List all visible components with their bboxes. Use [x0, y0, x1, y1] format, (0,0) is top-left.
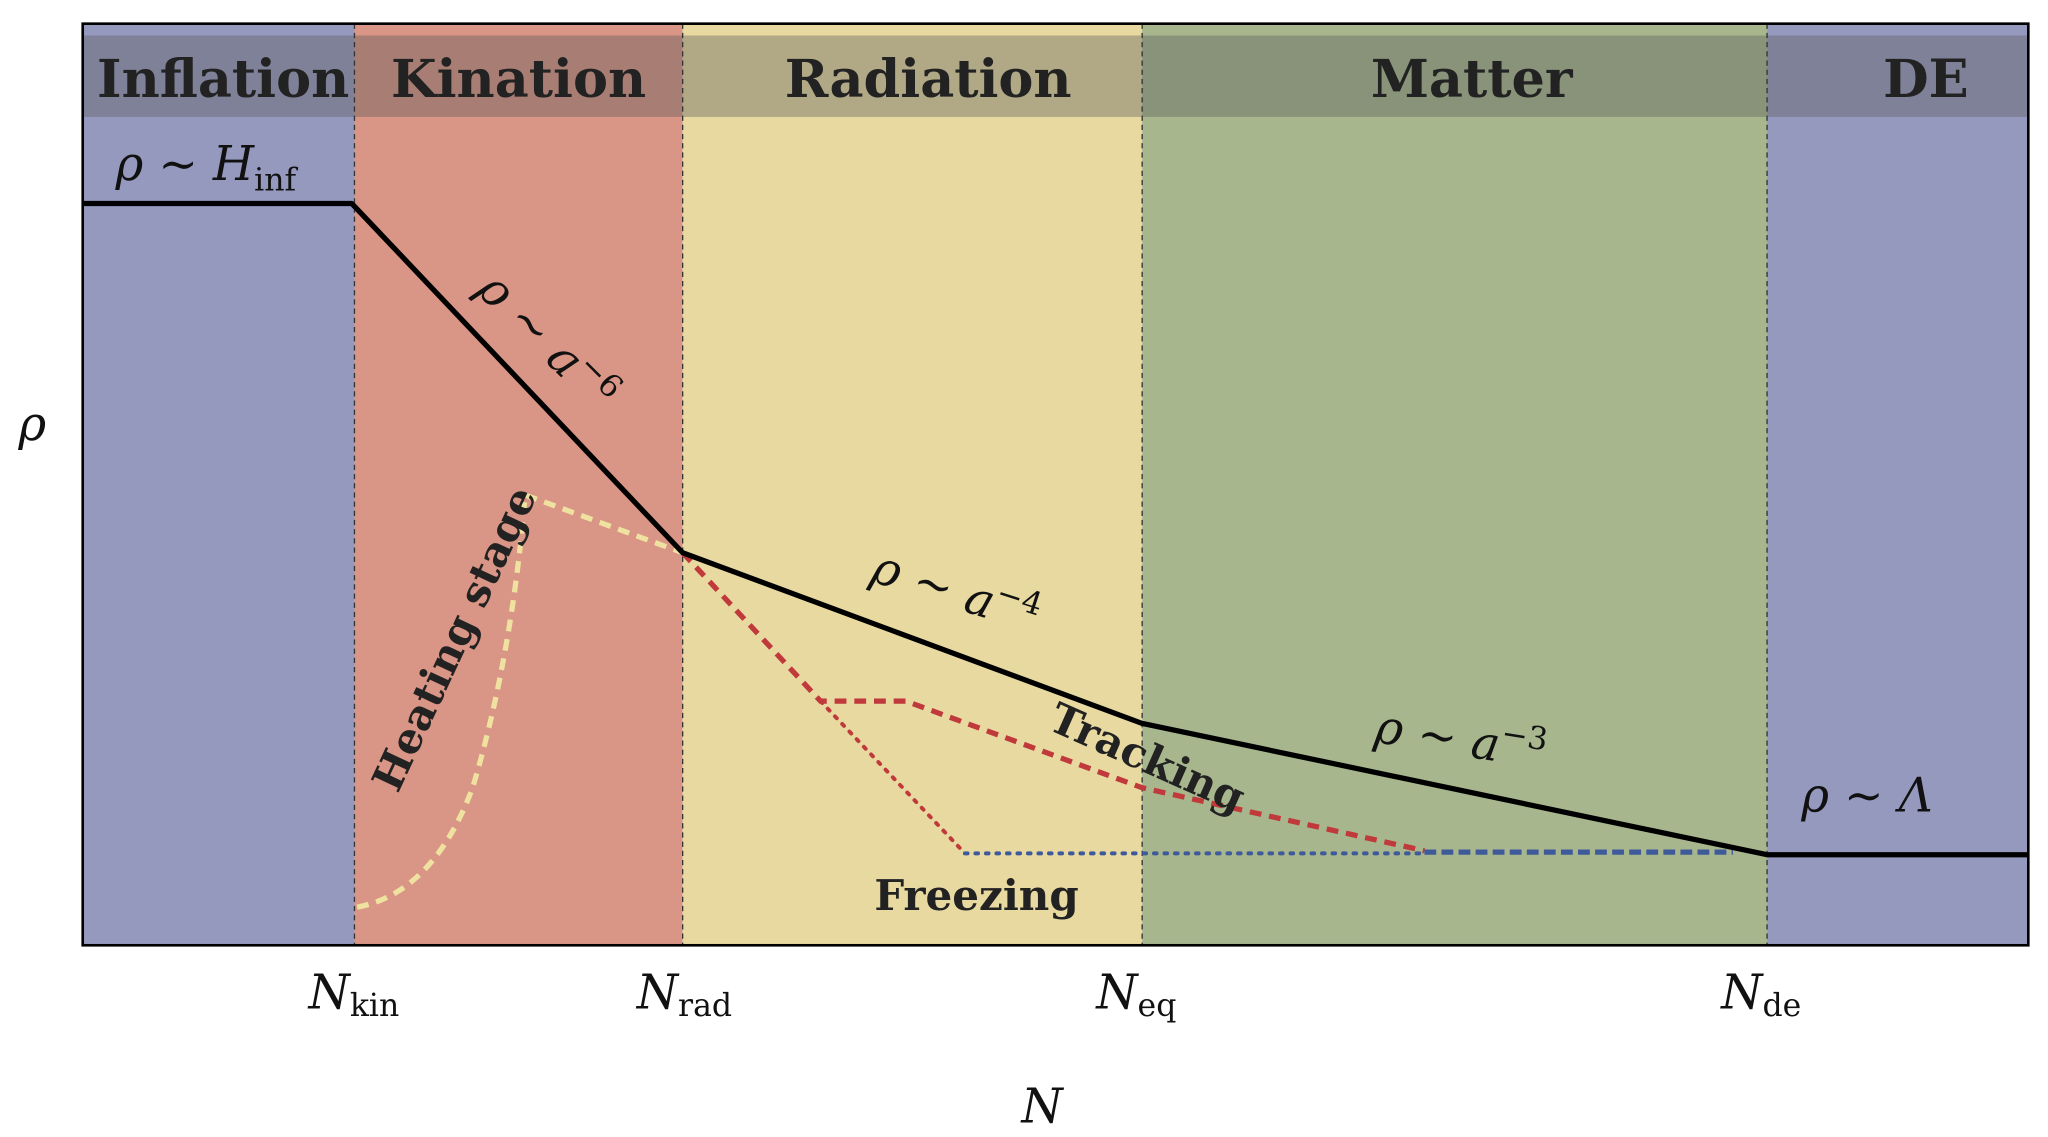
phase-label-kination: Kination	[391, 49, 646, 110]
y-axis-label: ρ	[17, 397, 46, 452]
header-band	[82, 35, 2029, 117]
background-density-curve	[82, 200, 2029, 858]
phase-band-radiation	[682, 23, 1143, 946]
x-axis-label: N	[1020, 1080, 1064, 1135]
heating-curve	[356, 491, 684, 910]
x-tick-rad: Nrad	[636, 965, 732, 1024]
phase-band-inflation	[82, 23, 355, 946]
x-tick-kin: Nkin	[308, 965, 400, 1024]
freezing-curve	[818, 699, 967, 856]
label-freezing: Freezing	[874, 871, 1078, 920]
phase-label-inflation: Inflation	[97, 49, 349, 110]
phase-band-de	[1767, 23, 2029, 946]
phase-label-radiation: Radiation	[785, 49, 1072, 110]
phase-band-kination	[354, 23, 683, 946]
phase-label-de: DE	[1883, 49, 1969, 110]
tracking-curve	[680, 550, 1425, 854]
annotation-de: ρ ∼ Λ	[1800, 768, 1933, 823]
annotation-inflation: ρ ∼ Hinf	[115, 137, 299, 199]
x-tick-de: Nde	[1720, 965, 1801, 1024]
phase-label-matter: Matter	[1371, 49, 1574, 110]
plot-frame	[81, 22, 2030, 947]
x-tick-eq: Neq	[1095, 965, 1176, 1024]
